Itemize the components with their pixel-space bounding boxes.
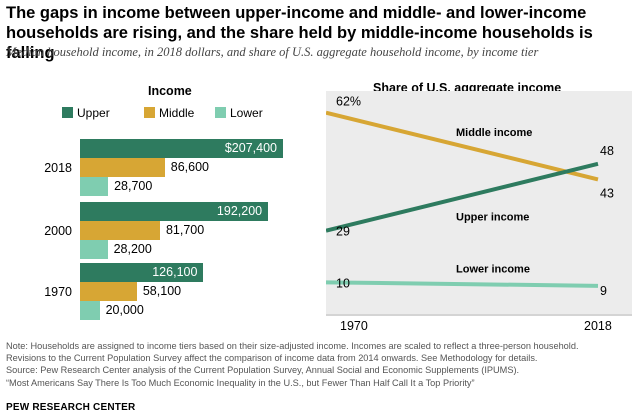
start-label-middle: 62% [336, 95, 361, 109]
series-name-middle: Middle income [456, 127, 532, 139]
bar-middle-1970 [80, 282, 137, 301]
x-tick-label-2018: 2018 [584, 319, 612, 333]
end-label-lower: 9 [600, 284, 607, 298]
start-label-lower: 10 [336, 276, 350, 290]
bar-label-middle-2000: 81,700 [165, 223, 205, 237]
bar-middle-2018 [80, 158, 165, 177]
line-middle-income [325, 110, 599, 182]
legend-item-middle: Middle [144, 106, 194, 120]
chart-subtitle: Median household income, in 2018 dollars… [6, 45, 539, 59]
legend-label-upper: Upper [77, 106, 110, 120]
bar-label-lower-2000: 28,200 [113, 242, 152, 256]
bar-upper-2018 [80, 139, 283, 158]
report-title-line: “Most Americans Say There Is Too Much Ec… [6, 377, 475, 388]
legend-item-upper: Upper [62, 106, 110, 120]
notes: Note: Households are assigned to income … [6, 340, 632, 389]
bar-label-upper-2018: $207,400 [224, 141, 277, 155]
x-tick-label-1970: 1970 [340, 319, 368, 333]
income-panel-title: Income [148, 84, 192, 98]
line-upper-income [325, 161, 599, 233]
share-line-panel: 62% 43 Middle income 29 48 Upper income 10 9 Low… [325, 91, 632, 316]
bar-label-upper-1970: 126,100 [152, 265, 198, 279]
legend-swatch-middle [144, 107, 155, 118]
legend-item-lower: Lower [215, 106, 263, 120]
line-lower-income [325, 280, 599, 288]
bar-label-upper-2000: 192,200 [216, 204, 263, 218]
bar-lower-2018 [80, 177, 109, 196]
series-name-lower: Lower income [456, 263, 530, 275]
legend-swatch-lower [215, 107, 226, 118]
note-line: Revisions to the Current Population Surv… [6, 353, 538, 364]
bar-label-lower-2018: 28,700 [114, 179, 153, 193]
year-label-1970: 1970 [44, 285, 72, 299]
legend-label-middle: Middle [159, 106, 195, 120]
bar-lower-1970 [80, 301, 100, 320]
bar-label-middle-1970: 58,100 [142, 284, 182, 298]
bar-upper-1970 [80, 263, 204, 282]
legend-label-lower: Lower [230, 106, 263, 120]
source-line: Source: Pew Research Center analysis of … [6, 365, 520, 376]
note-line: Note: Households are assigned to income … [6, 341, 579, 351]
end-label-middle: 43 [600, 186, 614, 200]
bar-label-middle-2018: 86,600 [170, 160, 209, 174]
legend-swatch-upper [62, 107, 73, 118]
bar-label-lower-1970: 20,000 [105, 303, 144, 317]
year-label-2000: 2000 [44, 224, 72, 238]
bar-lower-2000 [80, 240, 108, 259]
bar-middle-2000 [80, 221, 160, 240]
share-line-chart: 62% 43 Middle income 29 48 Upper income 10 9 Low… [325, 95, 632, 316]
brand-logo-text: PEW RESEARCH CENTER [6, 402, 136, 413]
year-label-2018: 2018 [44, 161, 72, 175]
start-label-upper: 29 [336, 225, 350, 239]
series-name-upper: Upper income [456, 212, 529, 224]
end-label-upper: 48 [600, 144, 614, 158]
bar-upper-2000 [80, 202, 269, 221]
chart-title: The gaps in income between upper-income … [6, 4, 593, 62]
